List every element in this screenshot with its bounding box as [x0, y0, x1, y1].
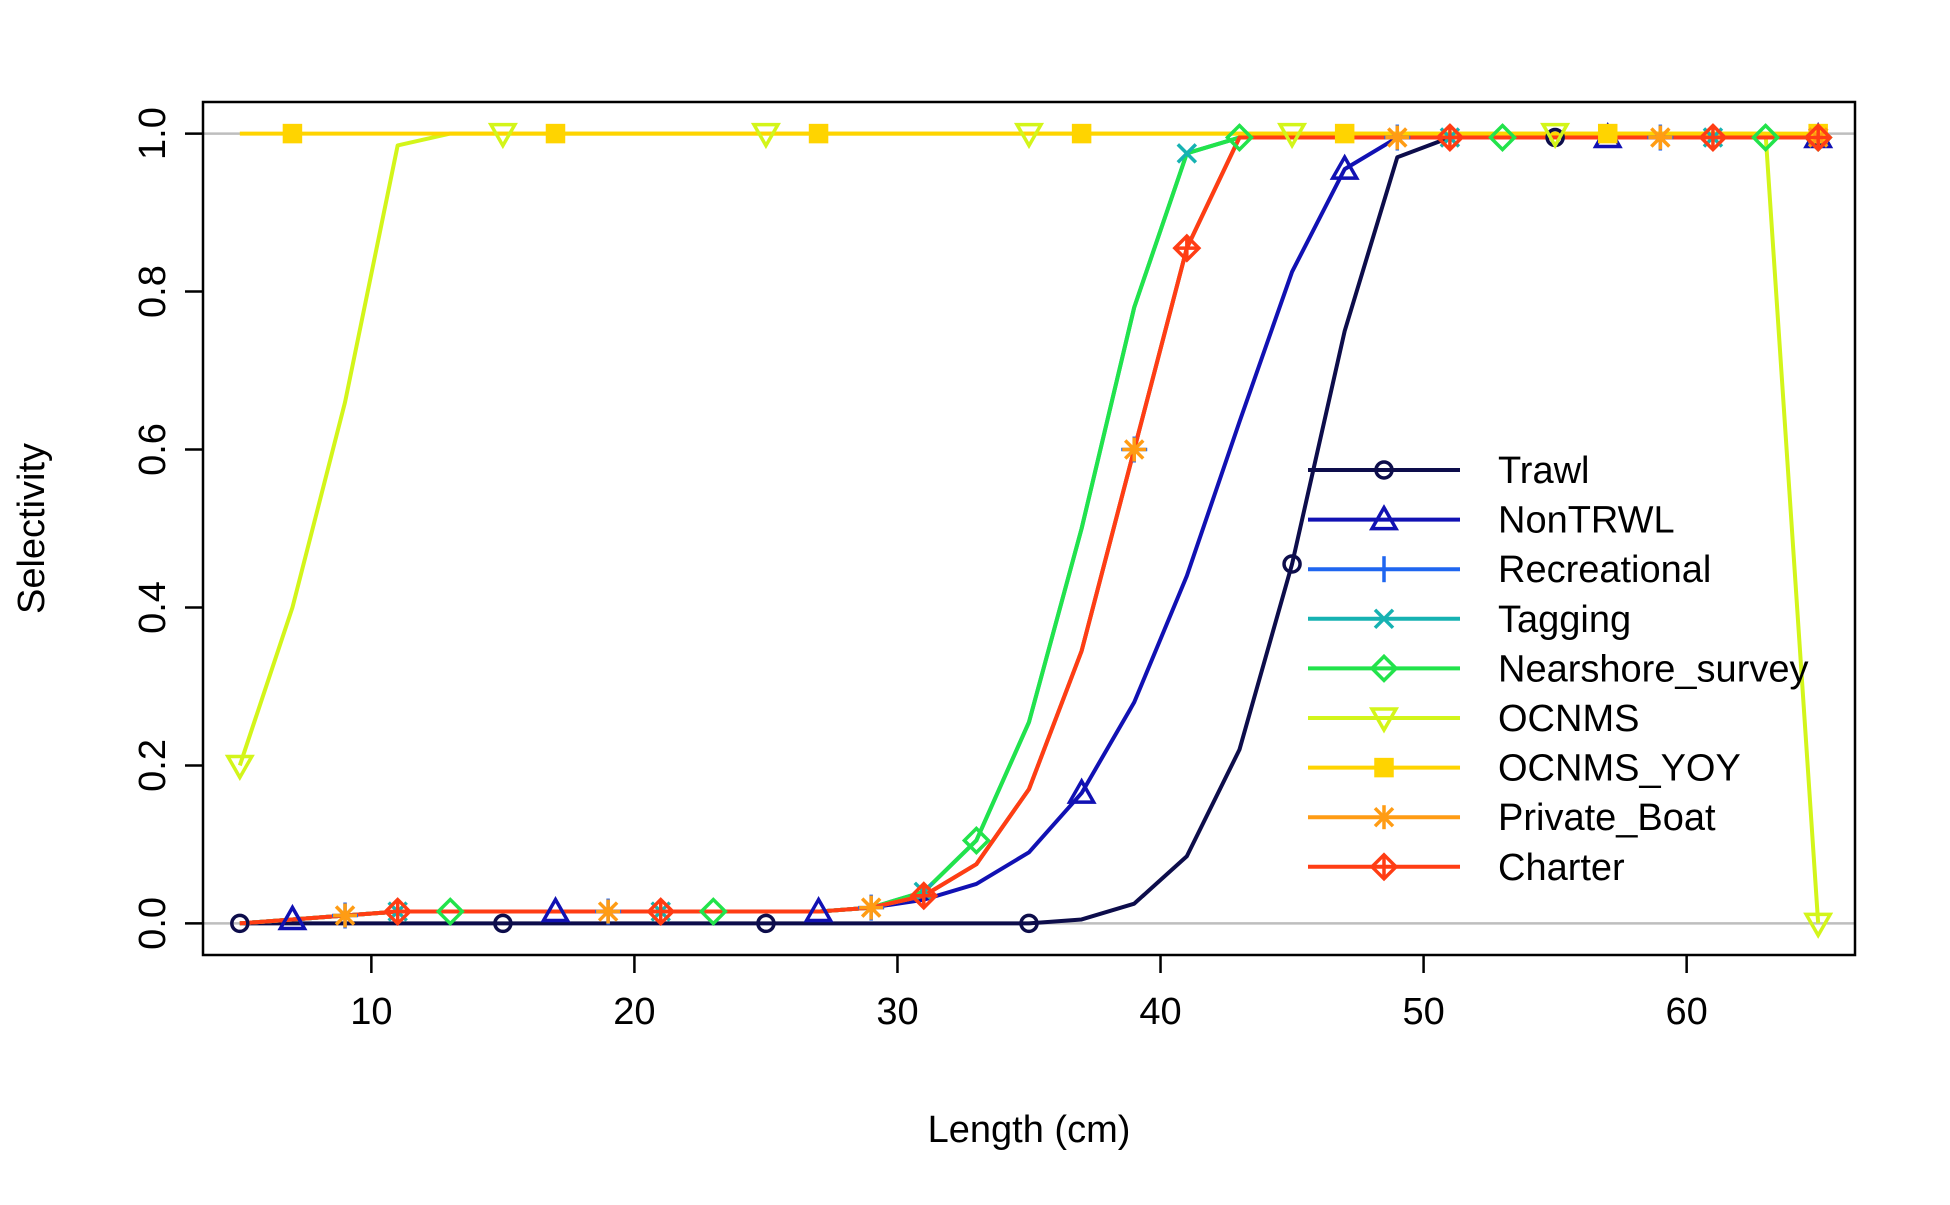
data-point	[540, 896, 571, 923]
y-tick-label: 0.0	[132, 897, 174, 950]
data-point	[859, 895, 884, 920]
series-lines	[237, 131, 1821, 926]
data-point	[909, 881, 939, 911]
data-point	[1071, 123, 1092, 144]
legend-marker	[1371, 556, 1397, 583]
data-point	[1385, 125, 1410, 150]
data-point	[545, 123, 566, 144]
legend-item: Trawl	[1308, 450, 1589, 492]
x-tick-label: 20	[613, 991, 655, 1033]
legend-label: Recreational	[1498, 549, 1711, 591]
data-point	[1803, 912, 1834, 939]
y-tick-label: 0.8	[132, 265, 174, 318]
data-point	[756, 913, 776, 934]
data-point	[224, 754, 255, 781]
legend-marker	[1374, 460, 1394, 480]
series-markers-Nearshore_survey	[435, 123, 1833, 927]
legend-marker	[1369, 653, 1399, 683]
legend-marker	[1373, 608, 1395, 630]
legend-item: Tagging	[1308, 599, 1631, 641]
data-point	[1597, 123, 1618, 144]
legend-marker	[1372, 805, 1396, 830]
legend-item: Recreational	[1308, 549, 1711, 591]
series-markers-Charter	[383, 123, 1833, 927]
data-point	[277, 903, 308, 931]
data-point	[493, 913, 513, 934]
y-axis: 0.0 0.2 0.4 0.6 0.8 1.0	[132, 107, 203, 950]
data-point	[1698, 123, 1728, 153]
data-point	[1066, 777, 1097, 804]
legend-label: Charter	[1498, 847, 1625, 889]
data-point	[1172, 233, 1202, 263]
plot-frame	[201, 100, 1857, 957]
legend-label: OCNMS	[1498, 698, 1639, 740]
data-point	[750, 122, 781, 150]
data-point	[803, 896, 834, 923]
data-point	[1329, 153, 1360, 180]
data-point	[1488, 123, 1517, 153]
legend-item: Charter	[1308, 847, 1625, 889]
legend-label: Tagging	[1498, 599, 1631, 641]
legend-item: OCNMS	[1308, 698, 1639, 740]
data-point	[282, 123, 303, 144]
x-tick-label: 50	[1402, 991, 1444, 1033]
data-point	[230, 913, 250, 934]
data-point	[646, 897, 676, 927]
legend-marker	[1368, 707, 1400, 734]
legend-label: OCNMS_YOY	[1498, 748, 1741, 790]
x-tick-label: 10	[350, 991, 392, 1033]
legend-item: NonTRWL	[1308, 500, 1675, 542]
data-point	[1803, 123, 1833, 153]
data-point	[808, 123, 829, 144]
series-line-Charter	[239, 135, 1819, 926]
legend-label: Private_Boat	[1498, 797, 1716, 839]
series-markers	[224, 122, 1834, 939]
data-point	[961, 826, 991, 855]
data-point	[1122, 437, 1147, 462]
series-markers-OCNMS	[224, 122, 1834, 939]
legend-label: Trawl	[1498, 450, 1589, 492]
data-point	[1334, 123, 1355, 144]
data-point	[1277, 122, 1308, 150]
x-tick-label: 30	[876, 991, 918, 1033]
data-point	[487, 122, 518, 150]
data-point	[1176, 143, 1198, 164]
data-point	[1013, 122, 1045, 150]
x-axis: 10 20 30 40 50 60	[350, 955, 1708, 1033]
data-point	[1282, 554, 1302, 574]
data-point	[1540, 122, 1571, 150]
data-point	[698, 897, 728, 927]
data-point	[1751, 123, 1781, 153]
y-tick-label: 1.0	[132, 107, 174, 160]
data-point	[333, 903, 358, 928]
data-point	[435, 897, 465, 927]
data-point	[1019, 913, 1039, 934]
y-tick-label: 0.2	[132, 739, 174, 792]
data-point	[383, 897, 413, 927]
y-axis-title: Selectivity	[11, 443, 53, 614]
legend: Trawl NonTRWL Recreational Tagging Nearshore…	[1308, 450, 1808, 889]
legend-marker	[1368, 504, 1400, 531]
y-tick-label: 0.6	[132, 423, 174, 476]
data-point	[1648, 125, 1673, 150]
legend-label: NonTRWL	[1498, 500, 1675, 542]
x-tick-label: 40	[1139, 991, 1181, 1033]
x-axis-title: Length (cm)	[928, 1109, 1131, 1151]
legend-marker	[1374, 757, 1394, 778]
legend-item: Private_Boat	[1308, 797, 1716, 839]
legend-label: Nearshore_survey	[1498, 648, 1808, 690]
y-tick-label: 0.4	[132, 581, 174, 634]
data-point	[1435, 123, 1465, 153]
data-point	[1224, 123, 1254, 153]
series-markers-Private_Boat	[333, 125, 1831, 928]
x-tick-label: 60	[1666, 991, 1708, 1033]
data-point	[596, 899, 621, 924]
legend-item: Nearshore_survey	[1308, 648, 1808, 690]
legend-marker	[1369, 852, 1399, 882]
legend-item: OCNMS_YOY	[1308, 748, 1741, 790]
